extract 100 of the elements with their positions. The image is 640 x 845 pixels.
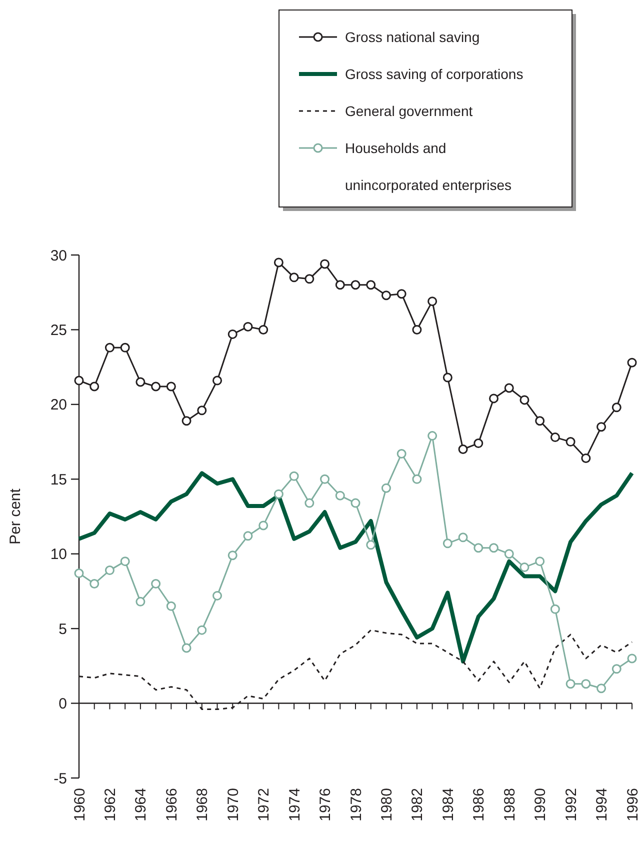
point (243, 322, 253, 332)
point (212, 376, 222, 386)
point (612, 402, 622, 412)
x-tick-label: 1994 (594, 788, 611, 822)
point (504, 383, 514, 393)
y-tick-label: 20 (50, 396, 67, 414)
legend-label: Gross saving of corporations (345, 66, 524, 82)
point (627, 358, 637, 368)
point (320, 474, 330, 484)
point (320, 259, 330, 269)
point (520, 395, 530, 405)
point (381, 483, 391, 493)
point (335, 280, 345, 290)
point (412, 474, 422, 484)
x-tick-label: 1996 (624, 788, 640, 822)
point (304, 498, 314, 508)
point (350, 498, 360, 508)
y-tick-label: 10 (50, 546, 67, 564)
point (104, 566, 114, 576)
x-tick-label: 1986 (470, 788, 488, 822)
point (627, 654, 637, 664)
y-tick-label: 0 (58, 696, 67, 713)
point (212, 590, 222, 600)
point (581, 453, 591, 463)
point (596, 684, 606, 694)
point (550, 604, 560, 614)
point (228, 329, 238, 339)
point (289, 471, 299, 481)
point (396, 448, 406, 458)
point (197, 625, 207, 635)
x-tick-label: 1974 (286, 788, 304, 822)
point (136, 377, 146, 387)
point (274, 258, 284, 268)
legend-label: General government (345, 102, 473, 119)
y-tick-label: 30 (50, 247, 67, 264)
point (566, 679, 576, 689)
y-axis-title: Per cent (7, 488, 24, 544)
point (274, 489, 284, 499)
point (381, 290, 391, 300)
point (412, 324, 422, 334)
y-tick-label: 5 (58, 620, 67, 638)
point (335, 490, 345, 500)
point (596, 422, 606, 432)
y-tick-label: 15 (50, 471, 67, 488)
x-tick-label: 1980 (378, 788, 396, 822)
x-tick-label: 1966 (163, 788, 180, 822)
point (258, 324, 268, 334)
y-tick-label: 25 (50, 322, 67, 339)
point (228, 550, 238, 560)
point (289, 272, 299, 282)
point (428, 431, 438, 441)
y-tick-label: -5 (54, 770, 67, 788)
x-tick-label: 1992 (562, 788, 580, 822)
point (396, 289, 406, 299)
point (535, 416, 545, 426)
x-tick-label: 1990 (532, 788, 550, 822)
point (458, 532, 468, 542)
point (120, 342, 130, 352)
point (458, 444, 468, 454)
point (489, 543, 498, 553)
x-tick-label: 1982 (409, 788, 426, 822)
point (90, 382, 100, 392)
point (304, 274, 314, 284)
point (350, 280, 360, 290)
legend-label: Gross national saving (345, 28, 480, 45)
point (535, 556, 545, 566)
point (182, 416, 192, 426)
x-tick-label: 1988 (501, 788, 518, 822)
x-tick-label: 1960 (71, 788, 88, 822)
x-tick-label: 1964 (132, 788, 150, 822)
point (366, 280, 376, 290)
x-tick-label: 1972 (256, 788, 273, 822)
point (366, 540, 376, 550)
point (581, 679, 591, 689)
point (442, 372, 452, 382)
x-tick-label: 1970 (224, 788, 242, 822)
point (520, 562, 530, 572)
x-tick-label: 1984 (440, 788, 457, 822)
point (243, 531, 253, 541)
point (74, 376, 84, 386)
point (104, 342, 114, 352)
point (442, 538, 452, 548)
point (612, 664, 622, 674)
point (258, 520, 268, 530)
point (474, 543, 484, 553)
point (489, 394, 498, 404)
point (428, 296, 438, 306)
point (182, 643, 192, 653)
point (166, 601, 176, 611)
point (566, 437, 576, 447)
point (550, 432, 560, 442)
x-tick-label: 1962 (102, 788, 119, 822)
x-tick-label: 1976 (317, 788, 334, 822)
line-series (77, 471, 634, 664)
point (197, 406, 207, 416)
point (120, 556, 130, 566)
point (151, 578, 161, 588)
point (136, 596, 146, 606)
x-tick-label: 1968 (194, 788, 212, 822)
point (166, 382, 176, 392)
